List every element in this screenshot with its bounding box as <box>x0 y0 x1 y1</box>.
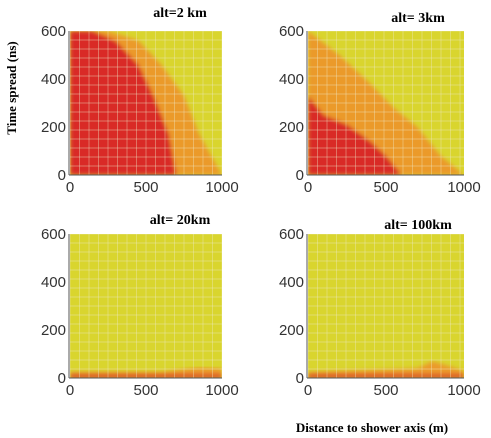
red-region <box>308 95 464 175</box>
y-tick-label: 600 <box>41 226 66 243</box>
panel-2: 0 500 1000 0 200 400 600 alt= 3km <box>279 11 481 196</box>
x-tick-label: 0 <box>304 179 312 196</box>
panel-title: alt= 3km <box>391 11 445 26</box>
x-tick-label: 1000 <box>447 179 480 196</box>
x-tick-label: 0 <box>66 179 74 196</box>
x-tick-label: 500 <box>373 382 398 399</box>
x-tick-label: 500 <box>133 382 158 399</box>
y-tick-label: 200 <box>41 322 66 339</box>
y-tick-label: 400 <box>279 71 304 88</box>
y-tick-label: 400 <box>41 71 66 88</box>
grid <box>308 31 464 175</box>
y-tick-label: 400 <box>279 274 304 291</box>
y-tick-label: 600 <box>279 226 304 243</box>
y-tick-label: 0 <box>58 167 66 184</box>
x-tick-label: 1000 <box>205 382 238 399</box>
x-tick-label: 1000 <box>205 179 238 196</box>
orange-region <box>308 361 464 378</box>
panel-4: 0 500 1000 0 200 400 600 alt= 100km <box>279 218 481 399</box>
grid <box>70 234 222 378</box>
x-tick-label: 1000 <box>447 382 480 399</box>
y-tick-label: 600 <box>41 23 66 40</box>
x-axis-label: Distance to shower axis (m) <box>296 420 448 435</box>
red-region <box>308 374 464 378</box>
grid <box>308 234 464 378</box>
y-axis-label: Time spread (ns) <box>4 41 19 134</box>
x-tick-label: 500 <box>133 179 158 196</box>
panel-title: alt= 20km <box>150 213 211 228</box>
x-tick-label: 0 <box>66 382 74 399</box>
y-tick-label: 200 <box>279 322 304 339</box>
panels: 0 500 1000 0 200 400 600 alt=2 km 0 500 1000 0 200 40… <box>41 6 481 399</box>
y-tick-label: 0 <box>58 370 66 387</box>
y-tick-label: 0 <box>296 167 304 184</box>
y-tick-label: 200 <box>279 119 304 136</box>
grid <box>70 31 222 175</box>
panel-title: alt= 100km <box>384 218 452 233</box>
y-tick-label: 200 <box>41 119 66 136</box>
panel-3: 0 500 1000 0 200 400 600 alt= 20km <box>41 213 239 399</box>
y-tick-label: 400 <box>41 274 66 291</box>
x-tick-label: 500 <box>373 179 398 196</box>
x-tick-label: 0 <box>304 382 312 399</box>
panel-title: alt=2 km <box>153 6 207 21</box>
y-tick-label: 600 <box>279 23 304 40</box>
y-tick-label: 0 <box>296 370 304 387</box>
panel-1: 0 500 1000 0 200 400 600 alt=2 km <box>41 6 239 196</box>
